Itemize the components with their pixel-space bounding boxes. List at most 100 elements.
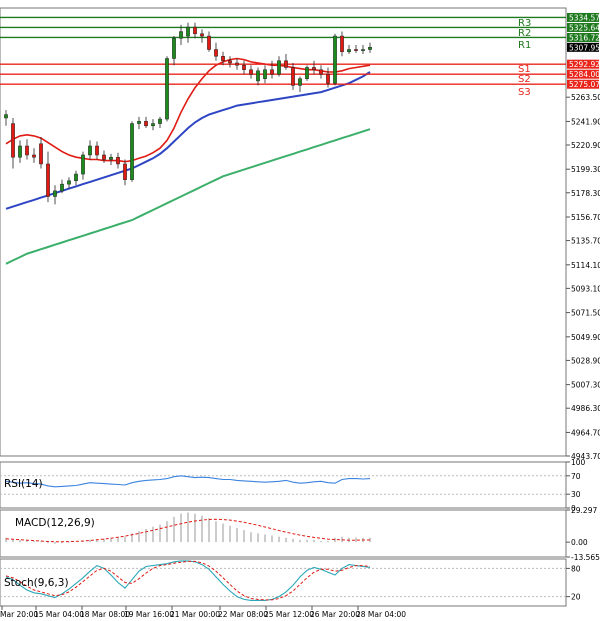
candle bbox=[312, 60, 316, 75]
candle bbox=[88, 140, 92, 160]
price-pane: 5263.50 5241.90 5220.90 5199.30 5178.30 5156.… bbox=[0, 7, 600, 461]
pane-macd-frame bbox=[0, 509, 567, 558]
candle bbox=[333, 33, 337, 86]
candle-body bbox=[249, 69, 253, 75]
level-price-box bbox=[567, 32, 599, 42]
time-tick-label: 26 Mar 20:00 bbox=[310, 610, 360, 619]
level-price-label: 5325.64 bbox=[569, 23, 600, 32]
candle-body bbox=[298, 78, 302, 86]
level-price-box bbox=[567, 12, 599, 22]
level-price-box bbox=[567, 59, 599, 69]
price-tick-label: 5007.30 bbox=[571, 381, 600, 390]
candle-body bbox=[46, 163, 50, 197]
level-price-box bbox=[567, 69, 599, 79]
candle bbox=[116, 152, 120, 169]
level-price-label: 5275.07 bbox=[569, 80, 600, 89]
indicator-tick-label: 30 bbox=[571, 490, 581, 499]
time-tick-label: 19 Mar 16:00 bbox=[124, 610, 174, 619]
candle-body bbox=[158, 118, 162, 124]
price-tick-label: 5156.70 bbox=[571, 213, 600, 222]
candle bbox=[256, 67, 260, 86]
candle-body bbox=[228, 60, 232, 64]
candle-body bbox=[18, 145, 22, 158]
level-price-label: 5284.00 bbox=[569, 70, 600, 79]
price-tick-label: 5093.10 bbox=[571, 284, 600, 293]
stoch-pane: 80 20 Stoch(9,6,3) bbox=[0, 558, 581, 607]
candle-body bbox=[165, 58, 169, 120]
candle-body bbox=[340, 35, 344, 53]
indicator-tick-label: 100 bbox=[571, 458, 586, 467]
indicator-tick-label: 70 bbox=[571, 472, 581, 481]
price-tick-label: 5028.90 bbox=[571, 356, 600, 365]
candle bbox=[18, 140, 22, 163]
price-tick-label: 5135.70 bbox=[571, 237, 600, 246]
candle-body bbox=[74, 173, 78, 182]
candle bbox=[305, 65, 309, 81]
candle bbox=[25, 139, 29, 160]
candle bbox=[368, 42, 372, 53]
candle bbox=[228, 56, 232, 68]
candle-body bbox=[242, 64, 246, 70]
candle-body bbox=[319, 69, 323, 75]
candle-body bbox=[123, 163, 127, 180]
price-tick-label: 4986.30 bbox=[571, 404, 600, 413]
candle bbox=[32, 148, 36, 163]
level-name-r1: R1 bbox=[518, 40, 531, 51]
last-price-label: 5307.95 bbox=[569, 43, 600, 52]
candle bbox=[172, 36, 176, 66]
candle-body bbox=[326, 73, 330, 84]
indicator-tick-label: 0 bbox=[571, 504, 576, 513]
price-tick-label: 5049.90 bbox=[571, 333, 600, 342]
macd-label: MACD(12,26,9) bbox=[15, 517, 95, 529]
candle-body bbox=[235, 62, 239, 66]
price-pane-frame bbox=[0, 7, 567, 457]
candle-body bbox=[67, 180, 71, 185]
candle bbox=[319, 65, 323, 79]
rsi-label: RSI(14) bbox=[4, 478, 43, 490]
indicator-tick-label: 20 bbox=[571, 593, 581, 602]
candle-body bbox=[88, 145, 92, 156]
candle-body bbox=[95, 145, 99, 156]
candle bbox=[193, 22, 197, 39]
candle bbox=[46, 151, 50, 203]
level-price-label: 5334.57 bbox=[569, 13, 600, 22]
time-tick-label: 15 Mar 04:00 bbox=[34, 610, 84, 619]
ma-red-line bbox=[5, 57, 371, 163]
candle bbox=[130, 121, 134, 182]
candle bbox=[109, 153, 113, 166]
time-tick-label: Mar 20:00 bbox=[0, 610, 38, 619]
candle bbox=[39, 137, 43, 169]
candle bbox=[200, 29, 204, 43]
candle bbox=[340, 31, 344, 57]
macd-pane: 29.297 0.00 -13.565 MACD(12,26,9) bbox=[0, 506, 600, 562]
candle-body bbox=[60, 183, 64, 192]
price-tick-label: 4943.70 bbox=[571, 452, 600, 461]
candle-body bbox=[263, 69, 267, 79]
candle-body bbox=[81, 154, 85, 175]
indicator-tick-label: 80 bbox=[571, 564, 581, 573]
ma-blue-line bbox=[5, 71, 371, 210]
candle bbox=[249, 65, 253, 79]
candle bbox=[95, 141, 99, 160]
price-tick-label: 5071.50 bbox=[571, 309, 600, 318]
candle bbox=[186, 22, 190, 43]
candle bbox=[221, 51, 225, 66]
indicator-tick-label: -13.565 bbox=[571, 553, 600, 562]
level-price-label: 5292.92 bbox=[569, 60, 600, 69]
candle-body bbox=[144, 121, 148, 127]
level-name-r2: R2 bbox=[518, 28, 531, 39]
candle-body bbox=[200, 33, 204, 37]
time-tick-label: 28 Mar 04:00 bbox=[356, 610, 406, 619]
candle bbox=[270, 60, 274, 79]
candle-body bbox=[186, 26, 190, 37]
level-name-s3: S3 bbox=[518, 87, 531, 98]
candle-body bbox=[284, 60, 288, 68]
candle-body bbox=[32, 154, 36, 158]
candle bbox=[326, 67, 330, 88]
pane-stoch-frame bbox=[0, 558, 567, 607]
stoch-d-line bbox=[5, 560, 371, 601]
rsi-line bbox=[5, 475, 371, 488]
candle-body bbox=[25, 145, 29, 156]
